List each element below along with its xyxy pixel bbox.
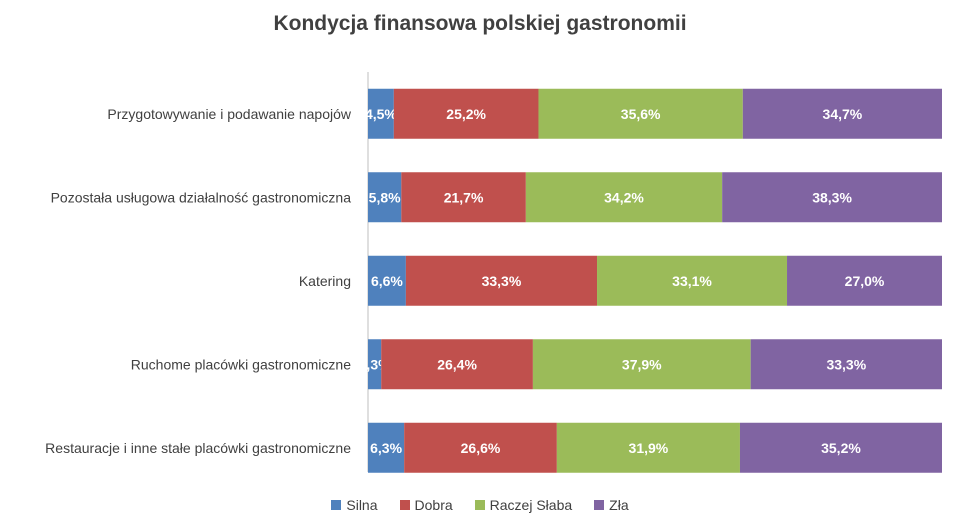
legend-label: Zła: [609, 497, 629, 513]
data-label: 37,9%: [622, 356, 662, 372]
legend-swatch: [474, 500, 485, 510]
bar-segment: [742, 88, 942, 139]
legend-label: Dobra: [414, 497, 453, 513]
bar-segment: [556, 422, 740, 473]
bar-segment: [368, 339, 382, 390]
bar-segment: [404, 422, 557, 473]
data-label: 33,1%: [672, 273, 712, 289]
legend-item: Silna: [331, 497, 378, 513]
legend-label: Silna: [346, 497, 378, 513]
bar-segment: [750, 339, 942, 390]
category-label: Przygotowywanie i podawanie napojów: [107, 106, 351, 122]
bar-segment: [538, 88, 743, 139]
data-label: 4,5%: [365, 106, 397, 122]
data-label: 6,3%: [370, 440, 402, 456]
bar-segment: [532, 339, 751, 390]
bar-segment: [368, 422, 405, 473]
bar-segment: [401, 172, 526, 223]
legend-swatch: [399, 500, 410, 510]
data-label: 35,6%: [621, 106, 661, 122]
legend: Silna Dobra Raczej Słaba Zła: [0, 497, 960, 513]
bar-segment: [393, 88, 539, 139]
bar-segment: [368, 255, 406, 306]
legend-swatch: [331, 500, 342, 510]
legend-item: Zła: [594, 497, 629, 513]
data-label: 34,2%: [604, 189, 644, 205]
data-label: 21,7%: [444, 189, 484, 205]
bar-segment: [722, 172, 942, 223]
chart-title: Kondycja finansowa polskiej gastronomii: [273, 12, 687, 35]
category-label: Pozostała usługowa działalność gastronom…: [51, 189, 352, 205]
legend-item: Raczej Słaba: [474, 497, 573, 513]
bar-segment: [597, 255, 788, 306]
bar-segment: [739, 422, 942, 473]
bar-segment: [381, 339, 533, 390]
data-label: 33,3%: [482, 273, 522, 289]
data-label: 31,9%: [629, 440, 669, 456]
bar-segment: [368, 172, 402, 223]
bar-segment: [525, 172, 723, 223]
legend-swatch: [594, 500, 605, 510]
category-label: Restauracje i inne stałe placówki gastro…: [45, 440, 351, 456]
data-label: 25,2%: [446, 106, 486, 122]
legend-item: Dobra: [399, 497, 453, 513]
category-label: Katering: [299, 273, 351, 289]
data-label: 26,4%: [437, 356, 477, 372]
data-label: 35,2%: [821, 440, 861, 456]
data-label: 33,3%: [826, 356, 866, 372]
category-label: Ruchome placówki gastronomiczne: [131, 356, 351, 372]
data-label: 38,3%: [812, 189, 852, 205]
data-label: 6,6%: [371, 273, 403, 289]
data-label: 5,8%: [369, 189, 401, 205]
bar-segment: [405, 255, 598, 306]
legend-label: Raczej Słaba: [489, 497, 573, 513]
bar-segment: [368, 88, 394, 139]
data-label: 34,7%: [823, 106, 863, 122]
data-label: 26,6%: [461, 440, 501, 456]
bar-segment: [787, 255, 942, 306]
data-label: 27,0%: [845, 273, 885, 289]
